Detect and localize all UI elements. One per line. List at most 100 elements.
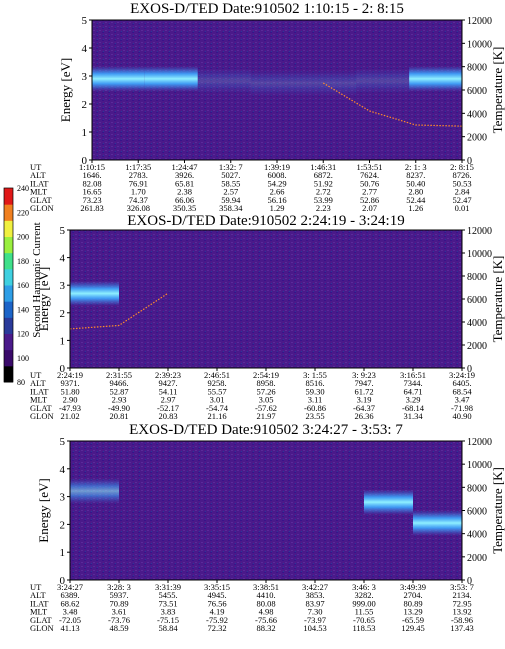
ephemeris-cell: 1.29 xyxy=(270,203,285,213)
ephemeris-row-label: MLT xyxy=(30,187,48,197)
ephemeris-cell: 68.54 xyxy=(452,386,472,396)
ephemeris-row-label: GLAT xyxy=(30,615,53,625)
ephemeris-cell: 56.16 xyxy=(267,195,286,205)
colorbar-tick-label: 100 xyxy=(17,354,29,363)
y2-tick-label: 12000 xyxy=(467,437,492,448)
ephemeris-cell: 7624. xyxy=(360,170,379,180)
ephemeris-cell: 9371. xyxy=(60,378,79,388)
ephemeris-cell: 2: 8:15 xyxy=(450,162,474,172)
colorbar-tick-label: 180 xyxy=(17,257,29,266)
y-tick-label: 4 xyxy=(60,464,66,476)
heatmap-band-segment xyxy=(250,70,304,96)
colorbar-segment xyxy=(4,252,13,270)
ephemeris-cell: 73.51 xyxy=(158,598,177,608)
ephemeris-cell: 118.53 xyxy=(352,623,375,633)
ephemeris-cell: 2:39:23 xyxy=(155,370,181,380)
colorbar-tick-label: 80 xyxy=(17,378,25,387)
y2-tick-label: 2000 xyxy=(467,553,487,564)
ephemeris-cell: 3:31:39 xyxy=(155,582,181,592)
ephemeris-cell: 52.86 xyxy=(360,195,379,205)
ephemeris-cell: -58.96 xyxy=(451,615,473,625)
y2-tick-label: 10000 xyxy=(467,249,492,260)
chart-title: EXOS-D/TED Date:910502 2:24:19 - 3:24:19 xyxy=(127,213,404,229)
chart-title: EXOS-D/TED Date:910502 3:24:27 - 3:53: 7 xyxy=(129,422,403,438)
ephemeris-cell: 2.77 xyxy=(362,187,377,197)
ephemeris-cell: 1:10:15 xyxy=(79,162,105,172)
ephemeris-cell: 23.55 xyxy=(305,411,324,421)
colorbar-label: Second Harmonic Current xyxy=(31,222,43,337)
ephemeris-cell: 4945. xyxy=(207,590,226,600)
ephemeris-cell: 3.11 xyxy=(308,395,323,405)
y2-tick-label: 12000 xyxy=(467,16,492,27)
ephemeris-cell: 1.26 xyxy=(408,203,423,213)
ephemeris-cell: 72.95 xyxy=(452,598,471,608)
y2-tick-label: 10000 xyxy=(467,39,492,50)
ephemeris-cell: 2:24:19 xyxy=(57,370,83,380)
heatmap-band-segment xyxy=(92,66,145,92)
ephemeris-cell: -52.17 xyxy=(157,403,179,413)
y-tick-label: 1 xyxy=(60,547,66,559)
ephemeris-cell: -57.62 xyxy=(255,403,277,413)
ephemeris-cell: 2: 1: 3 xyxy=(405,162,427,172)
colorbar-segment xyxy=(4,188,13,205)
ephemeris-cell: 2.90 xyxy=(63,395,78,405)
ephemeris-cell: -65.59 xyxy=(402,615,424,625)
ephemeris-cell: 2.66 xyxy=(270,187,285,197)
y-tick-label: 0 xyxy=(60,363,66,375)
y2-tick-label: 8000 xyxy=(467,272,487,283)
ephemeris-cell: 3:28: 3 xyxy=(107,582,131,592)
ephemeris-cell: 3.29 xyxy=(406,395,421,405)
ephemeris-cell: 104.53 xyxy=(303,623,326,633)
ephemeris-cell: 2.57 xyxy=(223,187,238,197)
ephemeris-cell: 72.32 xyxy=(207,623,226,633)
ephemeris-cell: 3:49:39 xyxy=(400,582,426,592)
ephemeris-cell: 7.30 xyxy=(308,607,323,617)
ephemeris-cell: 54.29 xyxy=(267,178,286,188)
ephemeris-cell: 6872. xyxy=(314,170,333,180)
y-tick-label: 3 xyxy=(82,71,88,83)
ephemeris-cell: 26.36 xyxy=(354,411,373,421)
colorbar-frame xyxy=(3,187,14,383)
temperature-trace xyxy=(69,292,169,330)
ephemeris-cell: 50.53 xyxy=(452,178,471,188)
ephemeris-cell: 6389. xyxy=(60,590,79,600)
ephemeris-cell: 20.81 xyxy=(109,411,128,421)
ephemeris-cell: 3:42:27 xyxy=(302,582,328,592)
y2-tick-label: 6000 xyxy=(467,295,487,306)
ephemeris-cell: -70.65 xyxy=(353,615,375,625)
ephemeris-cell: 11.55 xyxy=(355,607,374,617)
colorbar-tick-label: 120 xyxy=(17,330,29,339)
ephemeris-cell: 70.89 xyxy=(109,598,128,608)
ephemeris-row-label: UT xyxy=(30,162,42,172)
ephemeris-cell: 51.80 xyxy=(60,386,79,396)
colorbar-segment xyxy=(4,301,13,318)
ephemeris-cell: 83.97 xyxy=(305,598,324,608)
ephemeris-cell: 20.83 xyxy=(158,411,177,421)
ephemeris-cell: -64.37 xyxy=(353,403,375,413)
ephemeris-cell: 21.97 xyxy=(256,411,275,421)
ephemeris-cell: 3.19 xyxy=(357,395,372,405)
ephemeris-cell: 80.89 xyxy=(403,598,422,608)
colorbar-segment xyxy=(4,333,13,351)
ephemeris-cell: 3.83 xyxy=(161,607,176,617)
ephemeris-cell: 13.92 xyxy=(452,607,471,617)
ephemeris-cell: 1:24:47 xyxy=(172,162,198,172)
ephemeris-row-label: ILAT xyxy=(30,386,49,396)
ephemeris-cell: 59.94 xyxy=(221,195,241,205)
ephemeris-cell: 3282. xyxy=(354,590,373,600)
y-axis-label: Energy [eV] xyxy=(36,267,51,331)
ephemeris-cell: 2.72 xyxy=(316,187,331,197)
ephemeris-row-label: MLT xyxy=(30,395,48,405)
ephemeris-cell: 1.70 xyxy=(131,187,146,197)
colorbar-tick-label: 240 xyxy=(17,184,29,193)
ephemeris-cell: 8958. xyxy=(256,378,275,388)
ephemeris-cell: 3:38:51 xyxy=(253,582,279,592)
y-tick-label: 0 xyxy=(60,575,66,587)
ephemeris-cell: 3.05 xyxy=(259,395,274,405)
ephemeris-row-label: MLT xyxy=(30,607,48,617)
ephemeris-cell: 2:31:55 xyxy=(106,370,132,380)
heatmap-band-segment xyxy=(413,510,462,536)
y-axis-label: Energy [eV] xyxy=(36,478,51,542)
ephemeris-cell: 261.83 xyxy=(80,203,103,213)
ephemeris-cell: 3853. xyxy=(305,590,324,600)
